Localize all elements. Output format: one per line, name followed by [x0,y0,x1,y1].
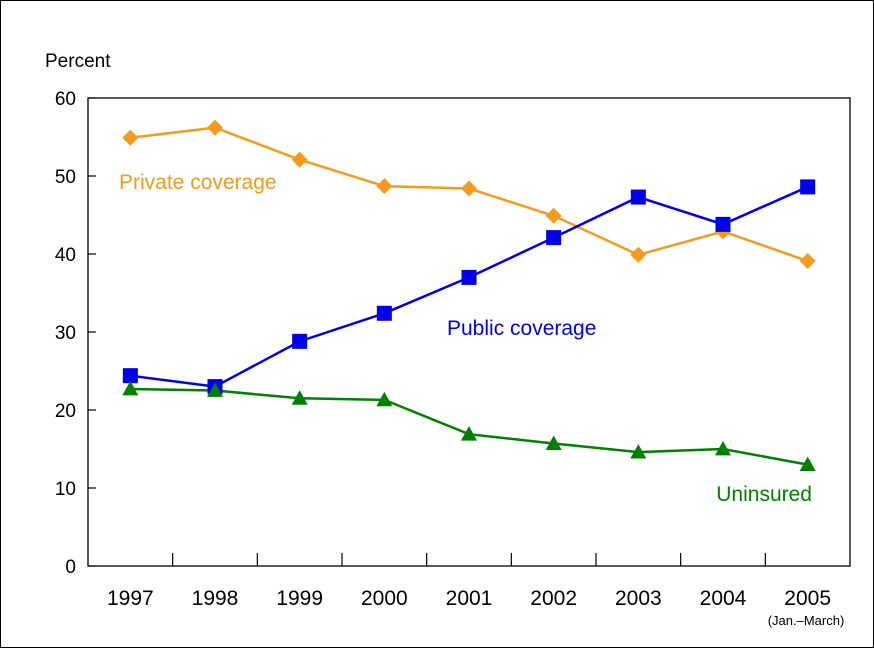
public-coverage-point [800,179,816,195]
x-tick-label: 2002 [530,587,577,610]
private-coverage-point [545,207,562,224]
uninsured-point [545,435,562,450]
private-coverage-point [122,129,139,146]
y-tick-label: 60 [55,89,76,110]
private-coverage-point [207,119,223,136]
y-tick-label: 30 [55,323,76,344]
private-coverage-point [799,253,816,270]
uninsured-point [461,426,477,441]
uninsured-point [122,380,139,396]
x-tick-label: 2005 [784,587,831,610]
x-axis: 1997 1998 1999 2000 2001 2002 2003 2004 2005 [107,553,831,610]
public-coverage-point [715,216,731,232]
uninsured-point [630,444,647,459]
x-tick-label: 1998 [192,587,239,610]
private-coverage-point [291,151,308,168]
uninsured-point [799,456,816,471]
public-coverage-label: Public coverage [447,317,596,340]
private-coverage-point [376,178,393,195]
public-coverage-point [292,333,308,349]
uninsured-point [207,382,223,397]
public-coverage-point [376,305,392,321]
x-tick-label: 2001 [446,587,493,610]
series-markers [122,119,816,471]
x-tick-label: 1997 [107,587,154,610]
y-axis-label: Percent [45,51,111,72]
uninsured-point [376,391,393,407]
public-coverage-point [546,230,562,246]
uninsured-point [291,390,308,405]
series-labels: Private coverage Public coverage Uninsured [119,171,812,506]
y-axis: 0 10 20 30 40 50 60 [55,89,96,578]
y-tick-label: 0 [65,557,76,578]
x-tick-label: 1999 [276,587,323,610]
public-coverage-point [122,368,138,384]
private-coverage-label: Private coverage [119,171,277,194]
private-coverage-point [461,180,477,197]
y-tick-label: 10 [55,479,76,500]
y-tick-label: 50 [55,167,76,188]
uninsured-label: Uninsured [716,483,812,506]
x-axis-note: (Jan.–March) [768,613,845,628]
public-coverage-line [130,185,809,388]
public-coverage-point [461,269,477,285]
x-tick-label: 2003 [615,587,662,610]
uninsured-point [715,441,731,456]
y-tick-label: 20 [55,401,76,422]
private-coverage-point [630,246,647,263]
x-tick-label: 2000 [361,587,408,610]
public-coverage-point [630,189,646,205]
x-tick-label: 2004 [700,587,747,610]
y-tick-label: 40 [55,245,76,266]
